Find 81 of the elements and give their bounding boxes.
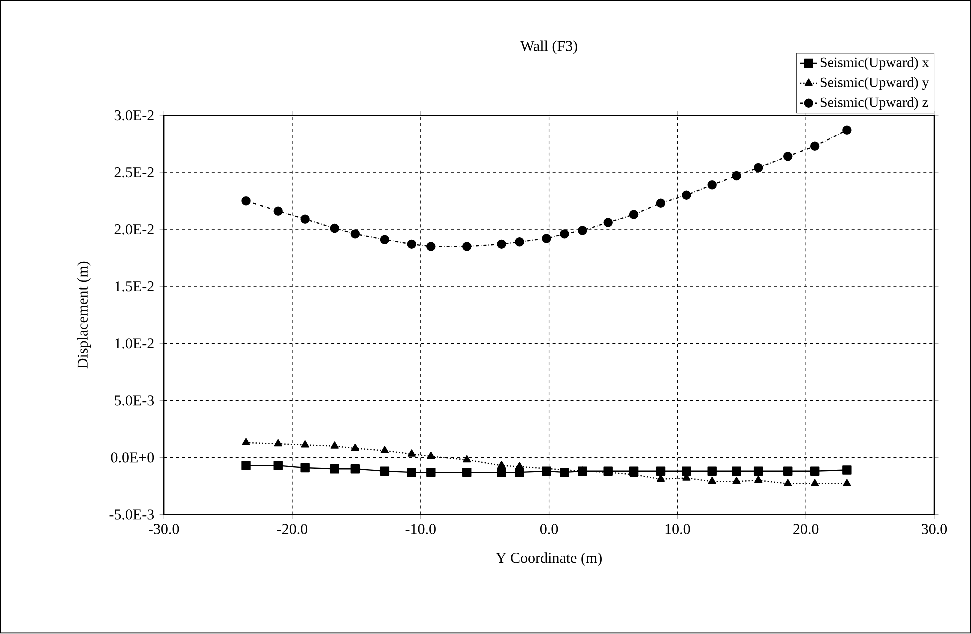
point	[842, 126, 852, 136]
y-axis-title: Displacement (m)	[77, 262, 91, 369]
point	[350, 464, 360, 474]
point	[242, 461, 251, 470]
point	[426, 242, 436, 252]
x-tick-label: 30.0	[922, 524, 948, 534]
y-tick-label: 5.0E-3	[115, 396, 154, 406]
point	[407, 240, 417, 250]
point	[656, 198, 666, 208]
point	[542, 234, 552, 244]
point	[497, 468, 506, 478]
point	[350, 230, 360, 239]
x-tick-label: -20.0	[277, 524, 308, 534]
point	[560, 468, 570, 478]
point	[380, 466, 390, 476]
point	[300, 214, 310, 224]
point	[274, 440, 282, 447]
point	[578, 226, 588, 236]
point	[732, 171, 742, 181]
point	[407, 468, 417, 478]
point	[462, 468, 472, 478]
point	[274, 461, 283, 470]
chart-title: Wall (F3)	[520, 40, 578, 54]
point	[682, 190, 692, 200]
point	[497, 240, 506, 250]
point	[843, 479, 852, 487]
legend-label: Seismic(Upward) x	[820, 58, 930, 70]
y-tick-label: 0.0E+0	[111, 452, 154, 463]
point	[463, 455, 472, 463]
point	[300, 463, 310, 473]
point	[330, 442, 339, 450]
point	[274, 206, 283, 216]
y-tick-label: 1.0E-2	[116, 338, 154, 349]
point	[629, 210, 639, 220]
point	[604, 218, 613, 228]
point	[242, 438, 250, 446]
point	[784, 479, 792, 487]
point	[810, 142, 820, 152]
point	[708, 180, 717, 190]
x-tick-label: -30.0	[149, 524, 180, 534]
point	[426, 468, 436, 478]
point	[682, 466, 692, 476]
point	[811, 479, 820, 487]
point	[754, 476, 763, 484]
legend-label: Seismic(Upward) z	[820, 97, 928, 110]
point	[560, 230, 570, 239]
point	[380, 446, 390, 454]
point	[754, 164, 764, 173]
point	[498, 461, 506, 468]
point	[242, 196, 251, 206]
y-tick-label: 2.0E-2	[114, 224, 154, 235]
point	[708, 477, 716, 484]
point	[656, 466, 666, 476]
point	[842, 466, 852, 475]
point	[810, 466, 820, 476]
point	[784, 152, 793, 162]
x-tick-label: 10.0	[666, 524, 690, 534]
x-tick-label: -10.0	[406, 524, 436, 534]
point	[515, 238, 524, 247]
point	[462, 242, 472, 252]
point	[301, 440, 310, 448]
point	[732, 466, 742, 476]
legend-label: Seismic(Upward) y	[820, 78, 930, 90]
x-axis-title: Y Coordinate (m)	[496, 552, 602, 566]
x-tick-label: 0.0	[540, 524, 558, 534]
point	[732, 477, 741, 484]
point	[754, 466, 764, 476]
point	[330, 464, 340, 474]
point	[708, 466, 717, 476]
y-tick-label: 2.5E-2	[114, 168, 154, 178]
point	[427, 452, 436, 460]
y-tick-label: 3.0E-2	[114, 110, 154, 121]
y-tick-label: -5.0E-3	[110, 510, 154, 520]
point	[330, 224, 340, 234]
point	[408, 450, 416, 457]
x-tick-label: 20.0	[794, 524, 819, 534]
point	[542, 466, 552, 476]
point	[380, 235, 390, 245]
y-tick-label: 1.5E-2	[116, 282, 154, 292]
point	[351, 444, 360, 452]
point	[784, 466, 793, 476]
